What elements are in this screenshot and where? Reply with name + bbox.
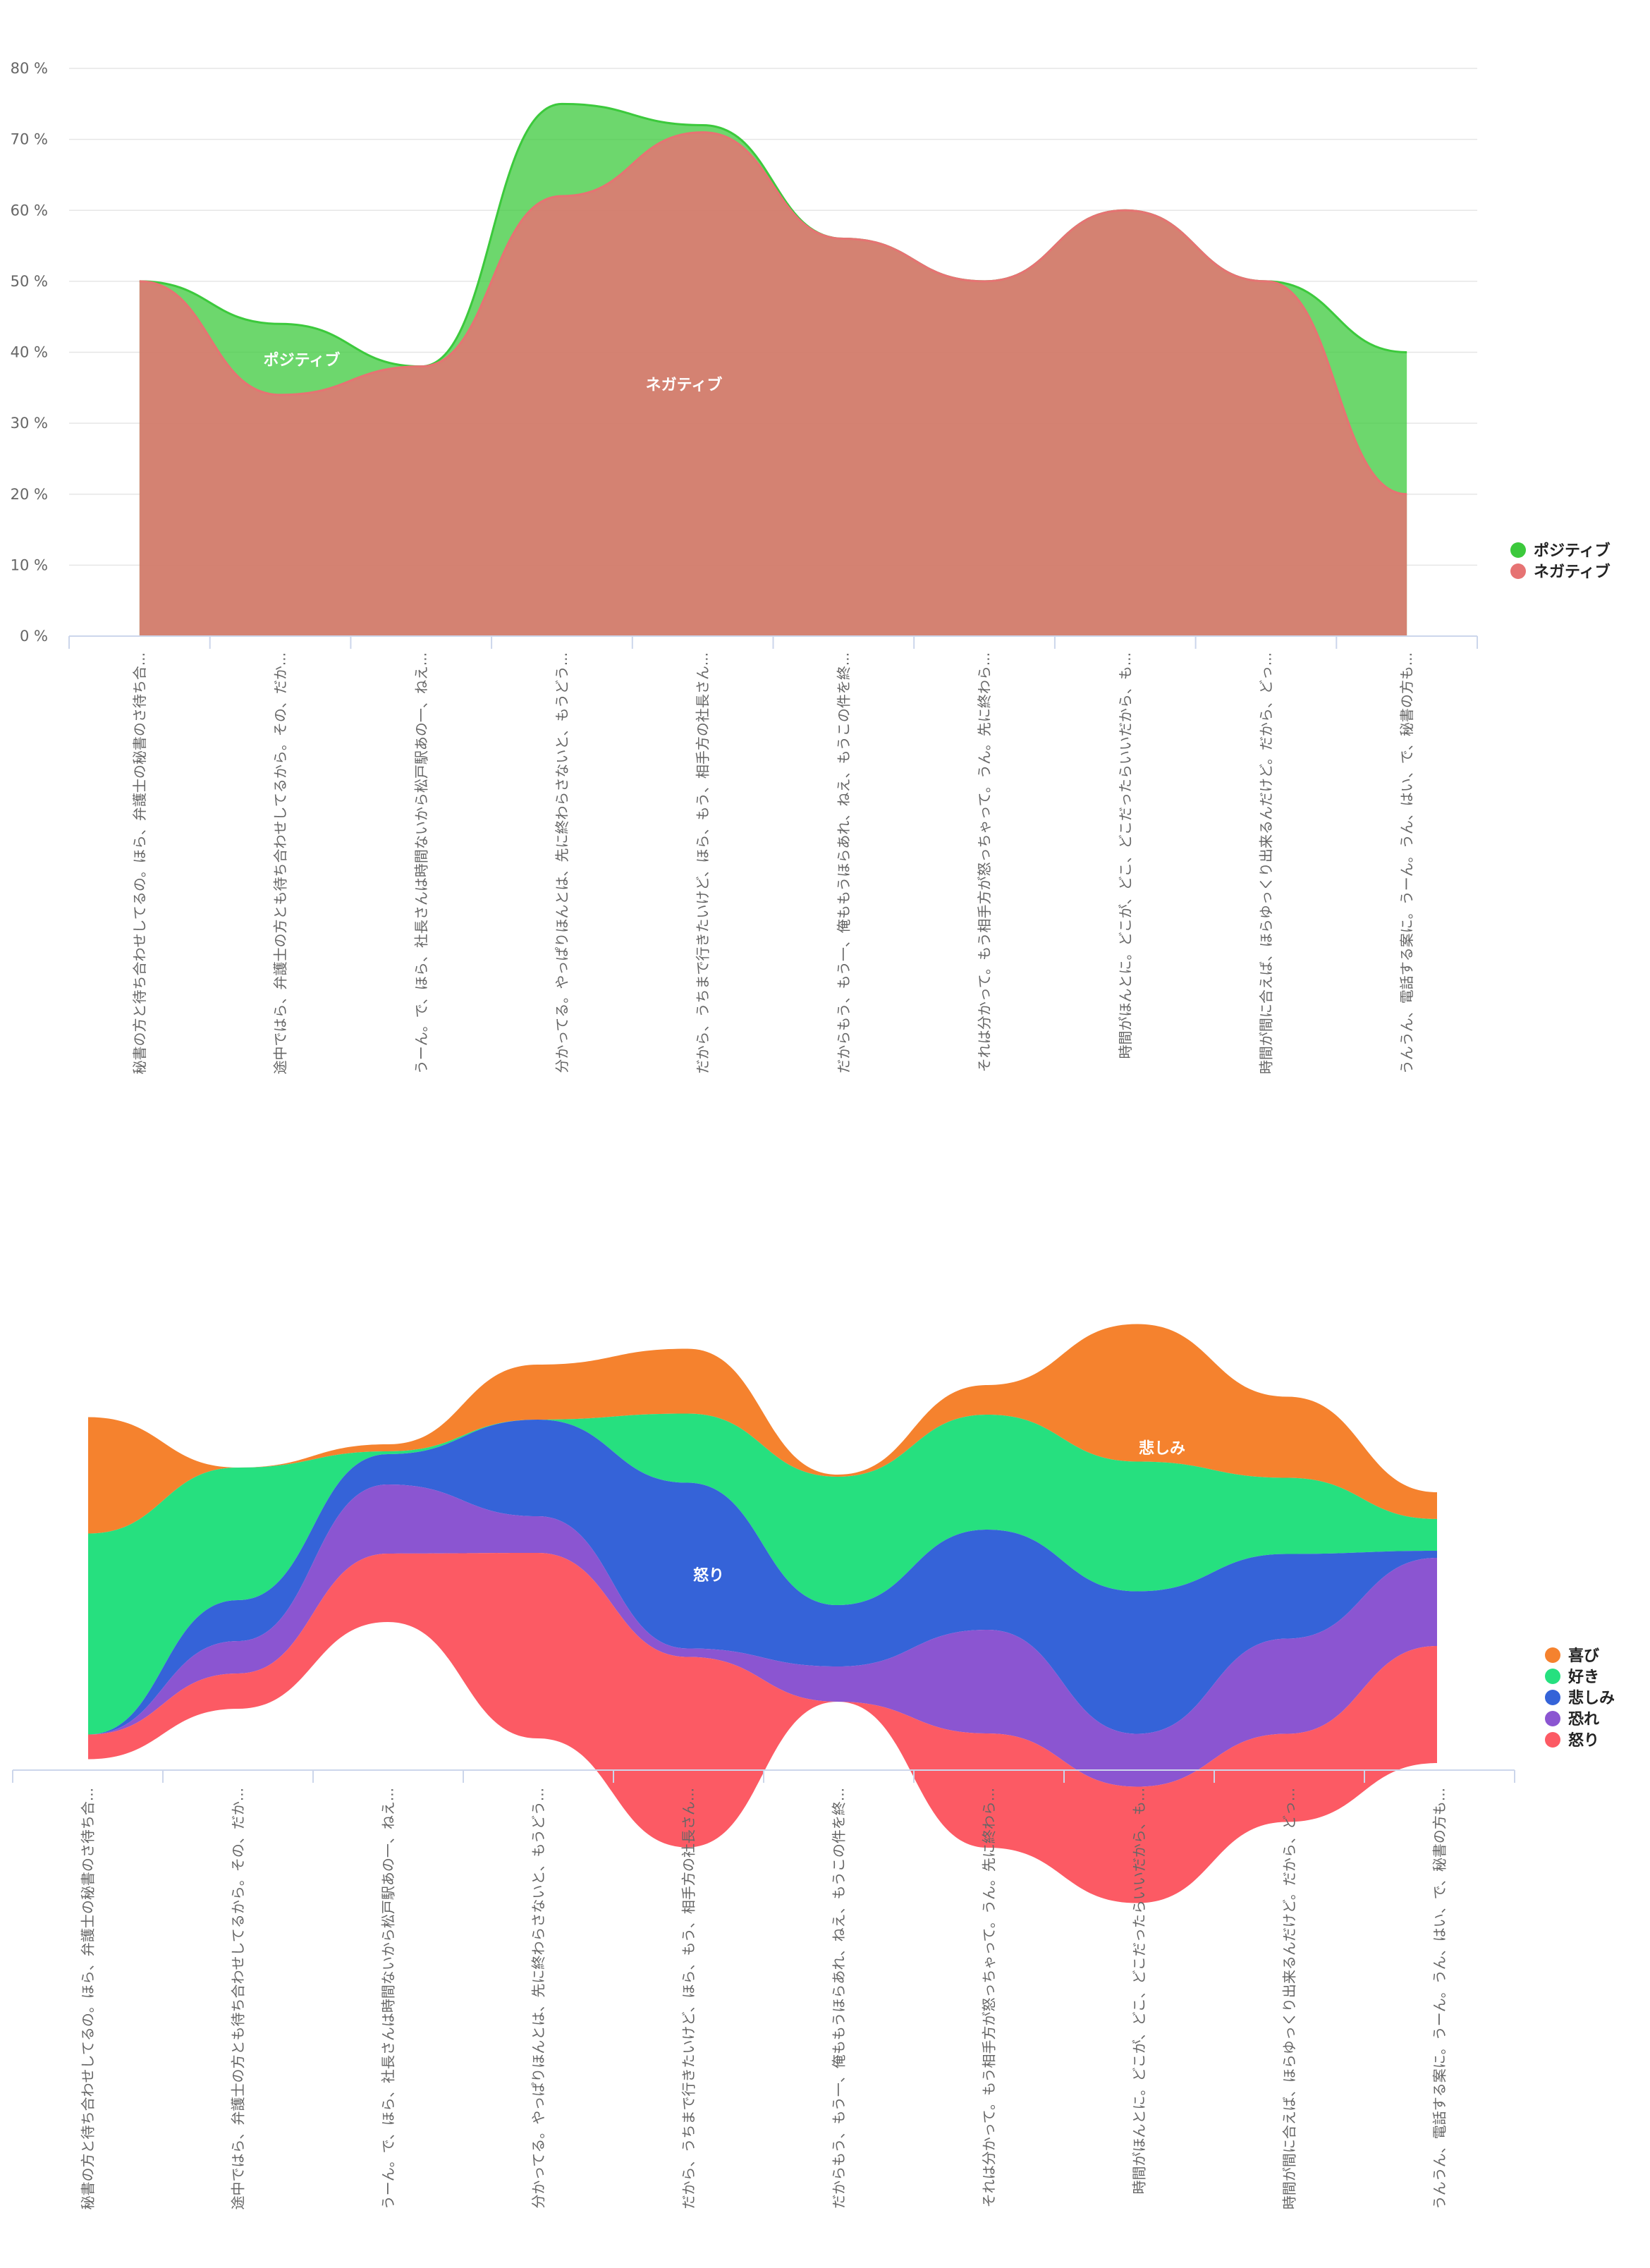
legend-swatch (1545, 1669, 1560, 1684)
x-category-label: だから、うちまで行きたいけど、ほら、もう、相手方の社長さん... (680, 1788, 697, 2209)
area-line-ネガティブ (139, 131, 1407, 496)
x-axis-category-labels: 秘書の方と待ち合わせしてるの。ほら、弁護士の秘書のさ待ち合... 途中ではら、弁護… (80, 1788, 1448, 2209)
x-category-label: だから、うちまで行きたいけど、ほら、もう、相手方の社長さん... (695, 652, 711, 1073)
x-category-label: 途中ではら、弁護士の方とも待ち合わせしてるから。その、だか... (272, 652, 289, 1074)
stream-layer-怒り (88, 1553, 1437, 1903)
stream-label: 好き (331, 1425, 362, 1443)
legend-label: ネガティブ (1534, 563, 1611, 581)
y-tick-label: 70 % (11, 131, 48, 148)
x-category-label: 分かってる。やっぱりほんとは、先に終わらさないと、もうどう... (530, 1788, 547, 2209)
x-category-label: 時間がほんとに。どこが、どこ、どこだったらいいだから、も... (1131, 1788, 1148, 2194)
x-axis-category-labels: 秘書の方と待ち合わせしてるの。ほら、弁護士の秘書のさ待ち合... 途中ではら、弁護… (131, 652, 1415, 1074)
x-category-label: 時間が間に合えば、ほらゆっくり出来るんだけど。だから、どっ... (1281, 1788, 1298, 2209)
legend-swatch (1545, 1711, 1560, 1726)
legend-item[interactable]: 悲しみ (1545, 1689, 1615, 1707)
y-tick-label: 0 % (20, 628, 48, 645)
stream-layers (88, 1324, 1437, 1903)
legend-swatch (1545, 1647, 1560, 1663)
y-tick-label: 20 % (11, 486, 48, 503)
x-category-label: 秘書の方と待ち合わせしてるの。ほら、弁護士の秘書のさ待ち合... (80, 1788, 97, 2209)
legend-label: 恐れ (1568, 1711, 1599, 1729)
x-category-label: 分かってる。やっぱりほんとは、先に終わらさないと、もうどう... (554, 652, 570, 1073)
x-category-label: うんうん、電話する案に。うーん。うん、はい、で、秘書の方も... (1398, 652, 1415, 1074)
x-axis (68, 635, 1478, 649)
x-category-label: うーん。で、ほら、社長さんは時間ないから松戸駅あの一、ねえ... (412, 652, 429, 1074)
x-category-label: うーん。で、ほら、社長さんは時間ないから松戸駅あの一、ねえ... (380, 1788, 397, 2209)
stream-label: 悲しみ (1139, 1439, 1185, 1458)
area-ネガティブ (139, 132, 1407, 636)
legend-item[interactable]: 好き (1545, 1668, 1599, 1686)
x-axis (12, 1769, 1515, 1783)
legend-item[interactable]: ポジティブ (1510, 542, 1611, 560)
sentiment-area-chart: 0 % 10 % 20 % 30 % 40 % 50 % 60 % 70 % 80 % 秘書の方… (11, 60, 1611, 1074)
series-label: ネガティブ (646, 376, 723, 394)
y-tick-label: 60 % (11, 202, 48, 219)
x-category-label: 途中ではら、弁護士の方とも待ち合わせしてるから。その、だか... (230, 1788, 247, 2209)
x-category-label: だからもう、もう一、俺ももうほらあれ、ねえ、もうこの件を終... (835, 652, 852, 1073)
area-series (139, 102, 1407, 636)
legend-item[interactable]: 怒り (1545, 1731, 1599, 1750)
x-category-label: 時間が間に合えば、ほらゆっくり出来るんだけど。だから、どっ... (1257, 652, 1274, 1074)
legend-label: 悲しみ (1568, 1689, 1615, 1707)
legend-swatch (1545, 1732, 1560, 1748)
x-category-label: 時間がほんとに。どこが、どこ、どこだったらいいだから、も... (1117, 652, 1134, 1059)
stream-label: 恐れ (802, 1446, 833, 1464)
legend-swatch (1510, 542, 1526, 558)
x-category-label: だからもう、もう一、俺ももうほらあれ、ねえ、もうこの件を終... (831, 1788, 848, 2209)
x-category-label: 秘書の方と待ち合わせしてるの。ほら、弁護士の秘書のさ待ち合... (131, 652, 148, 1074)
x-category-label: うんうん、電話する案に。うーん。うん、はい、で、秘書の方も... (1431, 1788, 1448, 2209)
x-category-label: それは分かって。もう相手方が怒っちゃって。うん。先に終わら... (981, 1788, 998, 2207)
stream-layer-悲しみ (88, 1420, 1437, 1735)
y-tick-label: 40 % (11, 344, 48, 361)
legend-label: 怒り (1568, 1731, 1599, 1750)
stream-layer-好き (88, 1413, 1437, 1735)
y-axis-tick-labels: 0 % 10 % 20 % 30 % 40 % 50 % 60 % 70 % 80 % (11, 60, 48, 645)
legend-swatch (1510, 563, 1526, 579)
x-category-label: それは分かって。もう相手方が怒っちゃって。うん。先に終わら... (976, 652, 993, 1072)
y-tick-label: 80 % (11, 60, 48, 77)
legend-label: 好き (1568, 1668, 1599, 1686)
legend-item[interactable]: ネガティブ (1510, 563, 1611, 581)
y-tick-label: 50 % (11, 273, 48, 290)
y-tick-label: 10 % (11, 556, 48, 573)
legend-label: ポジティブ (1534, 542, 1611, 560)
legend-label: 喜び (1568, 1647, 1599, 1665)
legend-item[interactable]: 喜び (1545, 1647, 1599, 1665)
series-label: ポジティブ (264, 351, 341, 370)
y-tick-label: 30 % (11, 415, 48, 432)
legend-swatch (1545, 1690, 1560, 1705)
stream-label: 喜び (94, 1334, 125, 1353)
stream-label: 怒り (693, 1566, 724, 1585)
stream-layer-喜び (88, 1324, 1437, 1534)
legend-item[interactable]: 恐れ (1545, 1711, 1599, 1729)
